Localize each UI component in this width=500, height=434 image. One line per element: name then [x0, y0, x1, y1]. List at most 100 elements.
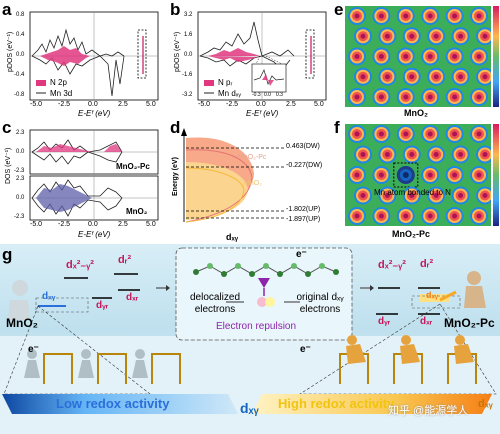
atom-site [409, 193, 415, 198]
atom-site [378, 213, 384, 219]
atom-site [476, 54, 482, 59]
atom-site [458, 33, 464, 39]
atom-site [452, 131, 458, 137]
atom-site [354, 94, 360, 100]
panel-b-ytick: 1.6 [184, 32, 193, 38]
atom-site [360, 193, 366, 198]
atom-site [476, 13, 482, 19]
panel-c-xtick: -5.0 [30, 221, 43, 228]
panel-g-electron-left: e⁻ [28, 344, 39, 355]
atom-site [403, 94, 409, 100]
atom-site [403, 13, 409, 19]
panel-e-letter: e [334, 0, 344, 19]
atom-site [360, 33, 366, 39]
atom-site [452, 213, 458, 219]
panel-b-xtick: 5.0 [314, 101, 324, 108]
panel-a-xtick: 0.0 [88, 101, 98, 108]
atom-site [403, 213, 409, 219]
panel-c-bottom-ytick: 0.0 [16, 195, 25, 201]
panel-c-plot [29, 129, 159, 221]
panel-f-charge-map [345, 124, 491, 226]
panel-b-letter: b [170, 0, 181, 19]
panel-c-bottom-ytick: 2.3 [16, 176, 25, 182]
panel-c-top-label: MnO₂-Pc [116, 162, 150, 171]
panel-g-left-orbital-dx2y2: dₓ²₋ᵧ² [66, 259, 94, 271]
panel-a-xlabel: E-Eᶠ (eV) [78, 109, 111, 118]
panel-g-original-label: original dₓᵧ electrons [296, 292, 344, 315]
panel-g-dxy-bar-right: dₓᵧ [478, 398, 493, 410]
panel-b-plot [197, 11, 327, 101]
atom-site [427, 213, 433, 219]
atom-site [458, 74, 464, 80]
panel-d-xlabel: dₓᵧ [226, 232, 239, 242]
panel-f-letter: f [334, 118, 340, 137]
atom-site [433, 152, 439, 157]
atom-site [354, 172, 360, 178]
panel-c-ylabel: DOS (eV⁻¹) [5, 147, 12, 184]
atom-site [384, 193, 390, 198]
panel-g-left-material: MnO₂ [6, 316, 38, 330]
panel-c-top-ytick: -2.3 [14, 168, 25, 174]
atom-site [360, 152, 366, 157]
atom-site [360, 74, 366, 80]
atom-site [354, 131, 360, 137]
panel-g-dxy-bar-left: dₓᵧ [240, 400, 259, 416]
atom-site [482, 152, 488, 157]
mn-atom-site [402, 172, 409, 178]
panel-c-bottom-ytick: -2.3 [14, 214, 25, 220]
panel-g-right-orbital-dyz: dᵧᵣ [378, 316, 391, 327]
atom-site [476, 172, 482, 178]
panel-b-legend-mnd: Mn dₓᵧ [218, 89, 241, 98]
panel-b-xlabel: E-Eᶠ (eV) [246, 109, 279, 118]
atom-site [354, 13, 360, 19]
panel-g-low-activity: Low redox activity [56, 396, 170, 411]
atom-site [452, 13, 458, 19]
panel-g-repulsion-label: Electron repulsion [216, 321, 297, 332]
atom-site [452, 172, 458, 178]
atom-site [409, 74, 415, 80]
atom-site [433, 74, 439, 80]
panel-g-electron-right: e⁻ [300, 344, 311, 355]
panel-g-left-orbital-dxz: dₓᵣ [126, 292, 139, 303]
atom-site [384, 33, 390, 39]
panel-g-electron-top: e⁻ [296, 249, 307, 260]
atom-site [403, 131, 409, 137]
atom-site [458, 152, 464, 157]
atom-site [476, 94, 482, 100]
watermark: 知乎 @能源学人 [388, 405, 469, 417]
atom-site [384, 152, 390, 157]
atom-site [427, 172, 433, 178]
atom-site [378, 131, 384, 137]
panel-g-right-orbital-dxz: dₓᵣ [420, 316, 433, 327]
atom-site [427, 13, 433, 19]
panel-a-ytick: -0.4 [14, 72, 25, 78]
atom-site [476, 213, 482, 219]
panel-d-ylabel: Energy (eV) [172, 157, 179, 196]
mn-atom-highlight-box [393, 162, 419, 188]
panel-d-level: 0.463(DW) [286, 143, 320, 150]
atom-site [427, 131, 433, 137]
panel-a-legend-mn3d: Mn 3d [50, 89, 73, 98]
panel-b-inset-tick: 0.3 [276, 92, 283, 98]
panel-a-plot [29, 11, 159, 101]
panel-d-curve-label-mno2pc: MnO₂-Pc [238, 154, 267, 161]
panel-g-left-orbital-dz2: dᵣ² [118, 254, 132, 266]
atom-site [452, 94, 458, 100]
atom-site [354, 213, 360, 219]
panel-b-inset-tick: -0.3 [252, 92, 261, 98]
panel-f-colorbar [493, 124, 499, 226]
panel-c-bottom-label: MnO₂ [126, 207, 148, 216]
panel-f-caption: MnO₂-Pc [392, 229, 430, 239]
atom-site [384, 74, 390, 80]
panel-e-caption: MnO₂ [404, 108, 428, 118]
atom-site [482, 33, 488, 39]
panel-g-left-orbital-dyz: dᵧᵣ [96, 300, 109, 311]
atom-site [378, 172, 384, 178]
panel-d-curve-label-mno2: MnO₂ [244, 180, 262, 187]
panel-g-schematic [0, 244, 500, 434]
panel-g-left-orbital-dxy: dₓᵧ [42, 291, 56, 302]
panel-g-delocalized-label: delocalized electrons [189, 292, 241, 315]
panel-a-ylabel: pDOS (eV⁻¹) [7, 31, 14, 72]
panel-d-level: -1.897(UP) [286, 216, 321, 223]
